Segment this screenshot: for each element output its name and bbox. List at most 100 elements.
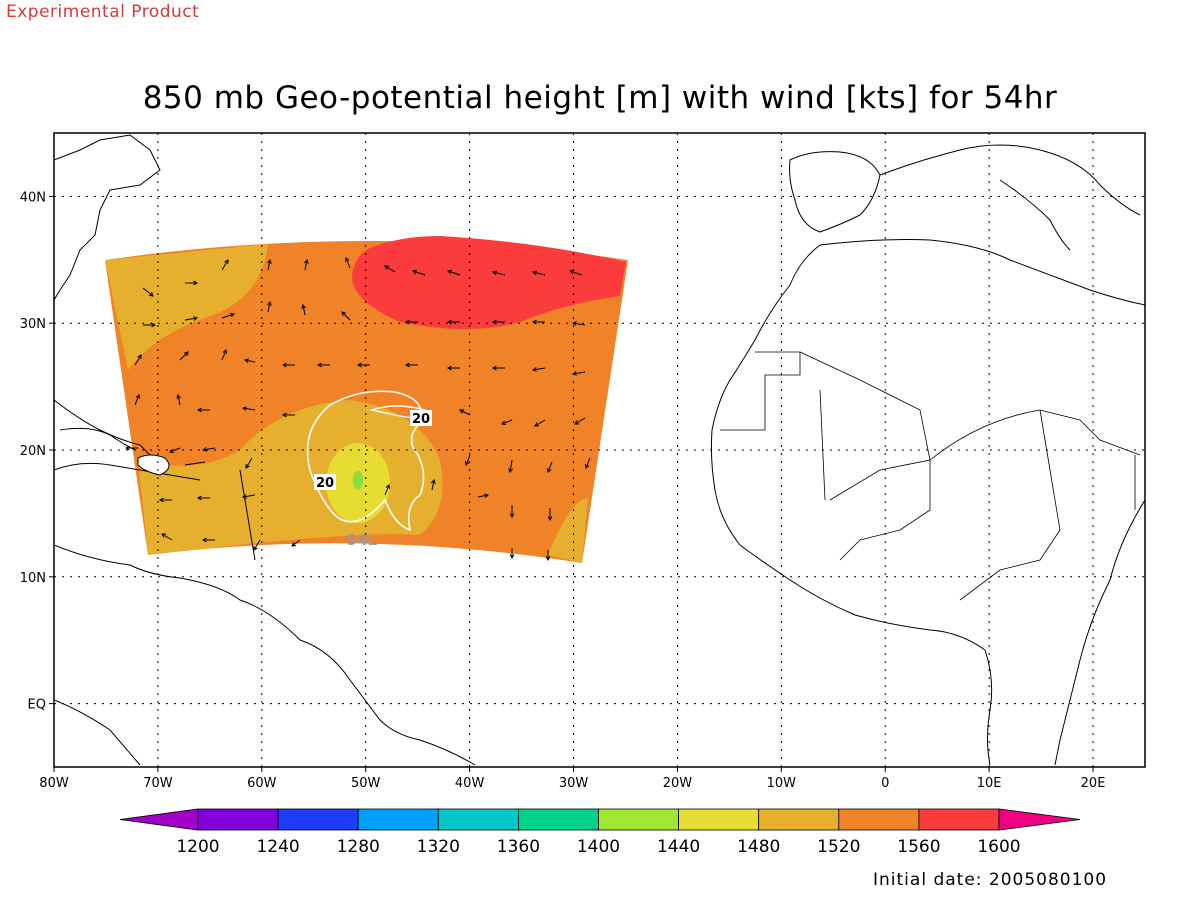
lon-tick-label: 20E: [1081, 776, 1106, 791]
colorbar: [119, 808, 1081, 831]
wind-contour-20kt: [306, 390, 425, 532]
wind-arrow: [384, 484, 390, 496]
lon-tick-label: 80W: [39, 776, 69, 791]
colorbar-swatch: [518, 808, 599, 831]
wind-arrow: [459, 409, 471, 416]
wind-arrow: [404, 362, 418, 368]
colorbar-swatch: [838, 808, 920, 831]
colorbar-swatch: [277, 808, 359, 831]
wind-arrow: [356, 362, 370, 368]
lon-tick-label: 60W: [247, 776, 277, 791]
colorbar-label: 1560: [897, 837, 940, 857]
western-height-region: [105, 244, 268, 370]
wind-arrow: [491, 365, 505, 371]
experimental-product-label: Experimental Product: [6, 2, 200, 22]
colorbar-label: 1200: [176, 837, 219, 857]
colorbar-swatch: [678, 808, 760, 831]
lon-tick-label: 70W: [143, 776, 173, 791]
wind-arrow: [574, 417, 586, 425]
wind-arrow: [316, 362, 330, 368]
wind-arrow: [446, 365, 460, 371]
lat-tick-label: 10N: [20, 571, 46, 586]
colorbar-swatch: [598, 808, 679, 831]
colorbar-label: 1440: [657, 837, 700, 857]
storm-label: 94L: [347, 531, 378, 549]
lat-tick-label: 30N: [20, 317, 46, 332]
colorbar-swatch: [357, 808, 439, 831]
colorbar-label: 1320: [417, 837, 460, 857]
wind-arrow: [134, 354, 142, 366]
wind-arrow: [184, 316, 199, 321]
southeast-height-region: [548, 498, 588, 563]
lon-tick-label: 30W: [559, 776, 589, 791]
initial-date: Initial date: 2005080100: [873, 870, 1108, 890]
latitude-axis-labels: 40N 30N 20N 10N EQ: [20, 190, 54, 713]
wind-arrow: [501, 419, 513, 425]
wind-arrow: [142, 287, 154, 297]
wind-arrow: [143, 322, 157, 328]
wind-arrow: [341, 311, 351, 321]
wind-arrow: [221, 349, 227, 361]
wind-arrow: [201, 447, 216, 452]
wind-arrow: [241, 406, 256, 411]
colorbar-swatch: [918, 808, 1000, 831]
chart-title: 850 mb Geo-potential height [m] with win…: [142, 80, 1058, 116]
lon-tick-label: 20W: [663, 776, 693, 791]
colorbar-swatch: [758, 808, 840, 831]
wind-arrow: [158, 497, 172, 503]
wind-arrow: [447, 269, 461, 276]
lat-tick-label: 20N: [20, 444, 46, 459]
wind-arrow: [243, 358, 256, 363]
wind-arrow: [571, 371, 586, 376]
wind-arrow: [446, 319, 460, 325]
wind-arrow: [221, 259, 229, 271]
graticule: [54, 133, 1145, 767]
wind-arrow: [304, 258, 309, 271]
wind-arrow: [241, 494, 256, 499]
wind-arrow: [531, 270, 546, 276]
colorbar-label: 1360: [497, 837, 540, 857]
contour-label-group-1: 20: [410, 410, 432, 427]
longitude-axis-labels: 80W 70W 60W 50W 40W 30W 20W 10W 0 10E 20E: [39, 767, 1105, 791]
wind-arrow: [384, 265, 396, 273]
coastlines: [54, 134, 1145, 766]
wind-arrow: [477, 493, 490, 498]
wind-arrow: [465, 454, 471, 466]
colorbar-label: 1240: [256, 837, 299, 857]
lon-tick-label: 50W: [351, 776, 381, 791]
wind-arrow: [547, 508, 553, 522]
colorbar-label: 1480: [737, 837, 780, 857]
colorbar-swatch: [197, 808, 279, 831]
contour-label-1: 20: [412, 412, 430, 427]
wind-arrow: [253, 539, 261, 551]
wind-arrow: [267, 258, 272, 271]
wind-arrow: [124, 445, 138, 451]
wind-arrow: [431, 478, 436, 491]
low-core: [353, 471, 363, 489]
lon-tick-label: 0: [881, 776, 889, 791]
wind-arrow: [491, 270, 506, 276]
colorbar-label: 1520: [817, 837, 860, 857]
wind-arrow: [534, 419, 546, 427]
wind-arrow: [267, 300, 272, 313]
colorbar-high-triangle: [998, 808, 1081, 831]
colorbar-swatch: [437, 808, 519, 831]
country-borders: [720, 351, 1141, 601]
colorbar-low-triangle: [119, 808, 199, 831]
wind-arrow: [404, 319, 418, 325]
wind-arrow: [221, 312, 235, 319]
wind-arrow: [509, 548, 515, 560]
wind-arrow: [196, 495, 210, 501]
wind-arrow: [509, 505, 515, 519]
wind-arrow: [281, 412, 295, 418]
wind-arrow: [345, 257, 351, 269]
wind-arrow: [281, 362, 295, 368]
wind-arrow: [547, 461, 553, 473]
wind-arrow: [134, 394, 140, 406]
wind-arrow: [569, 269, 583, 276]
contour-label-group-2: 20: [314, 474, 336, 491]
wind-arrow: [508, 459, 513, 474]
wind-arrow: [291, 539, 301, 547]
wind-arrow: [531, 367, 546, 372]
